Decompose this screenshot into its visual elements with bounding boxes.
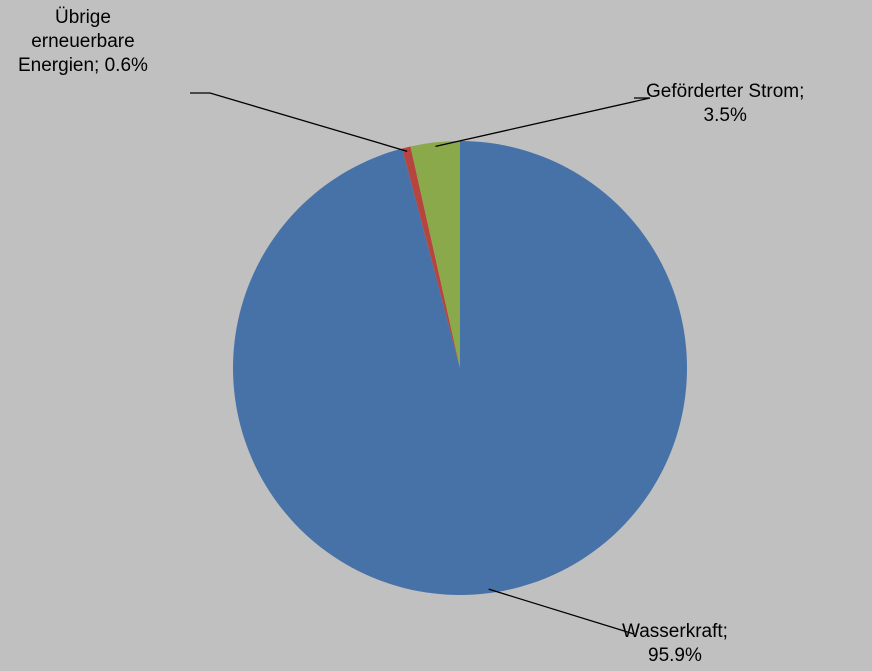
data-label-line: Übrige — [54, 7, 111, 28]
leader-line-0 — [488, 588, 635, 635]
pie-slice-1 — [402, 146, 460, 368]
data-label-line: Energien; 0.6% — [18, 55, 148, 76]
data-label-line: Wasserkraft; — [622, 621, 728, 642]
pie-slice-0 — [232, 141, 687, 595]
data-label-gefoerderter-strom: Geförderter Strom; 3.5% — [646, 80, 804, 128]
data-label-uebrige-erneuerbare: Übrige erneuerbare Energien; 0.6% — [18, 6, 148, 78]
data-label-line: erneuerbare — [31, 31, 135, 52]
data-label-line: Geförderter Strom; — [646, 81, 805, 102]
data-label-line: 3.5% — [703, 105, 747, 126]
pie-slice-2 — [410, 141, 460, 368]
leader-line-1 — [190, 92, 408, 152]
leader-line-2 — [435, 97, 651, 147]
data-label-line: 95.9% — [648, 645, 702, 666]
data-label-wasserkraft: Wasserkraft; 95.9% — [622, 620, 728, 668]
